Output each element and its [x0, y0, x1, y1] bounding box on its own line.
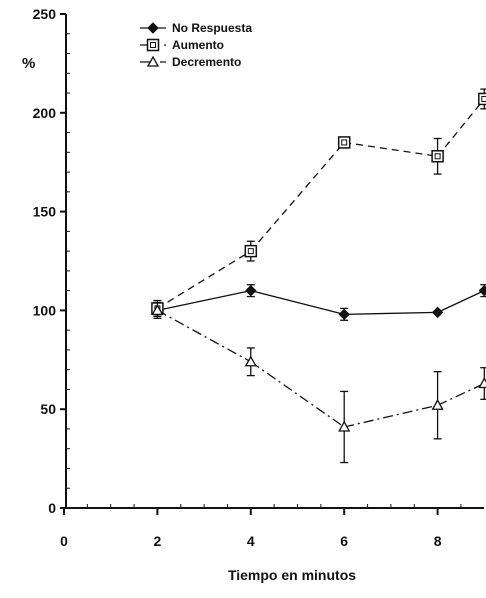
y-tick-label: 0 [48, 500, 56, 516]
data-point-triangle [244, 355, 257, 367]
y-tick-label: 100 [33, 302, 57, 318]
x-axis-title: Tiempo en minutos [228, 567, 356, 583]
series-line-segment [344, 311, 438, 316]
data-point-triangle [338, 420, 351, 432]
data-point-triangle [478, 377, 486, 389]
series-line-segment [250, 361, 345, 428]
y-tick-label: 200 [33, 105, 57, 121]
series-line-segment [344, 404, 438, 428]
data-point-square [478, 92, 486, 106]
data-point-square-inner [247, 248, 254, 255]
series-line-segment [250, 142, 345, 252]
data-point-triangle [151, 304, 164, 316]
data-point-square [337, 136, 351, 149]
data-point-diamond [147, 22, 159, 34]
data-point-square [146, 38, 160, 52]
legend: No Respuesta Aumento Decremento [140, 21, 252, 69]
x-tick-label: 6 [340, 533, 348, 549]
data-point-diamond [478, 284, 486, 297]
series-line-segment [157, 290, 251, 312]
series-no-respuesta [151, 284, 486, 321]
x-tick-label: 2 [154, 533, 162, 549]
data-point-diamond [431, 306, 444, 319]
data-point-square-inner [150, 42, 156, 48]
x-tick-label: 8 [434, 533, 442, 549]
data-point-diamond [338, 308, 350, 321]
series-line-segment [437, 98, 485, 157]
data-point-triangle [146, 55, 160, 67]
series-decremento [151, 301, 486, 464]
series-line-segment [437, 290, 485, 313]
y-tick-label: 50 [40, 401, 56, 417]
legend-label: No Respuesta [172, 21, 252, 35]
y-tick-label: 150 [33, 204, 57, 220]
axes: 0 50 100 150 200 250 0 2 4 6 8 [33, 6, 484, 549]
series-aumento [151, 88, 486, 317]
y-axis-unit-label: % [22, 55, 35, 72]
data-point-diamond [245, 284, 257, 297]
data-point-square-inner [434, 153, 441, 160]
series-line-segment [157, 250, 252, 309]
x-tick-label: 0 [60, 533, 68, 549]
data-point-square [431, 150, 444, 163]
series-line-segment [157, 309, 252, 363]
series-line-segment [250, 290, 345, 315]
data-point-square-inner [341, 139, 348, 146]
series-line-segment [437, 382, 485, 406]
data-point-square [244, 244, 258, 258]
series-layer [151, 88, 486, 464]
data-point-square-inner [481, 95, 486, 102]
legend-label: Decremento [172, 55, 241, 69]
x-tick-label: 4 [247, 533, 255, 549]
y-tick-label: 250 [33, 6, 57, 22]
legend-label: Aumento [172, 38, 224, 52]
data-point-triangle [431, 398, 444, 410]
series-line-segment [344, 141, 438, 157]
